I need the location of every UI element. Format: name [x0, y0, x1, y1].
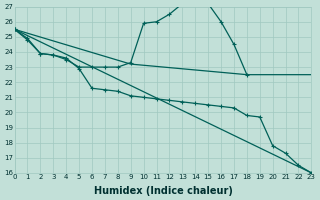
X-axis label: Humidex (Indice chaleur): Humidex (Indice chaleur) — [93, 186, 232, 196]
